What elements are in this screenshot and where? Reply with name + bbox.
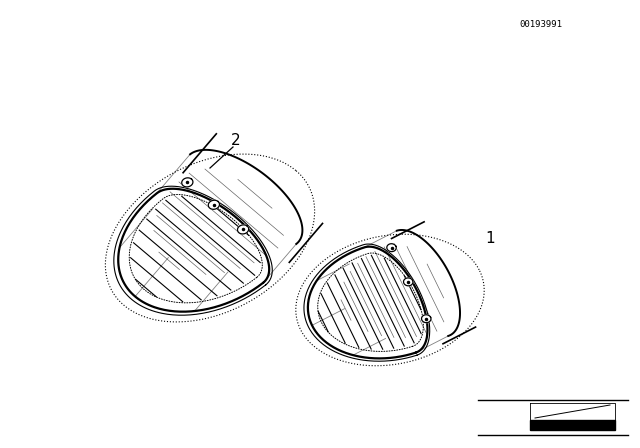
Text: 2: 2 bbox=[231, 133, 241, 147]
Polygon shape bbox=[237, 225, 249, 234]
Text: 1: 1 bbox=[485, 231, 495, 246]
Polygon shape bbox=[530, 403, 615, 420]
Text: 00193991: 00193991 bbox=[519, 20, 563, 29]
Polygon shape bbox=[208, 200, 220, 209]
Polygon shape bbox=[422, 315, 431, 323]
Polygon shape bbox=[182, 178, 193, 187]
Polygon shape bbox=[530, 420, 615, 430]
Polygon shape bbox=[387, 244, 396, 252]
Polygon shape bbox=[404, 278, 413, 286]
